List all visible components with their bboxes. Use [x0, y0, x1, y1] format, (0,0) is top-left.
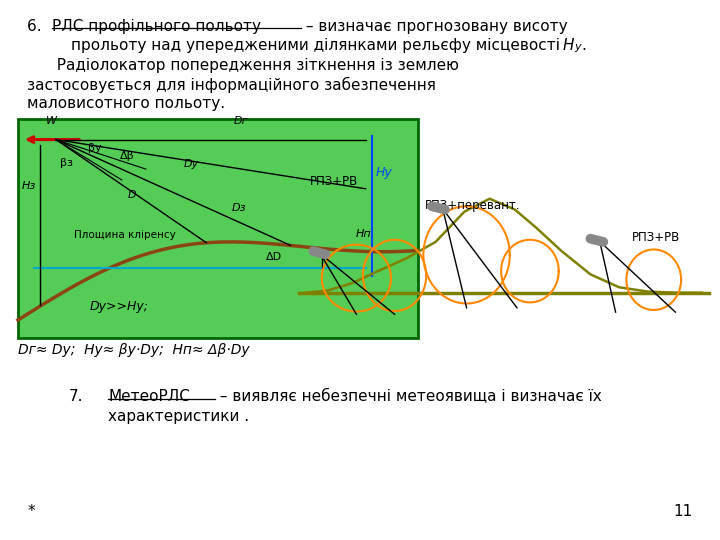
Text: D: D [128, 190, 137, 200]
Text: маловисотного польоту.: маловисотного польоту. [27, 96, 225, 111]
Text: Ну: Ну [376, 166, 392, 179]
Text: МетеоРЛС: МетеоРЛС [108, 389, 190, 404]
Text: Δβ: Δβ [120, 151, 135, 161]
Text: РПЗ+перевант.: РПЗ+перевант. [425, 199, 521, 212]
Text: РЛС профільного польоту: РЛС профільного польоту [52, 19, 261, 34]
Text: ΔD: ΔD [266, 252, 282, 262]
Text: 7.: 7. [68, 389, 83, 404]
Text: 6.: 6. [27, 19, 47, 34]
Text: Площина кліренсу: Площина кліренсу [74, 230, 176, 240]
Text: H: H [563, 38, 575, 53]
Text: РПЗ+РВ: РПЗ+РВ [632, 231, 680, 244]
Text: W: W [46, 116, 57, 126]
Text: βу: βу [88, 143, 102, 152]
Text: – визначає прогнозовану висоту: – визначає прогнозовану висоту [301, 19, 567, 34]
Text: у: у [575, 42, 581, 52]
Text: прольоту над упередженими ділянками рельєфу місцевості: прольоту над упередженими ділянками рель… [71, 38, 564, 53]
Text: Hп: Hп [356, 229, 372, 239]
Text: застосовується для інформаційного забезпечення: застосовується для інформаційного забезп… [27, 77, 436, 93]
Text: – виявляє небезпечні метеоявища і визначає їх: – виявляє небезпечні метеоявища і визнач… [215, 389, 601, 404]
Text: Радіолокатор попередження зіткнення із землею: Радіолокатор попередження зіткнення із з… [47, 58, 459, 73]
Text: характеристики .: характеристики . [108, 409, 249, 424]
Text: Dу>>Hу;: Dу>>Hу; [90, 300, 149, 313]
Text: βз: βз [60, 158, 73, 168]
Text: РПЗ+РВ: РПЗ+РВ [310, 175, 358, 188]
Text: Hз: Hз [22, 181, 36, 191]
Text: Dг≈ Dу;  Hу≈ βу·Dу;  Hп≈ Δβ·Dу: Dг≈ Dу; Hу≈ βу·Dу; Hп≈ Δβ·Dу [18, 343, 250, 357]
Text: .: . [582, 38, 587, 53]
Text: Dз: Dз [232, 202, 246, 213]
Text: Dг: Dг [234, 116, 248, 126]
Text: *: * [27, 504, 35, 519]
Text: 11: 11 [673, 504, 693, 519]
Bar [18, 119, 418, 338]
Text: Dу: Dу [184, 159, 199, 169]
